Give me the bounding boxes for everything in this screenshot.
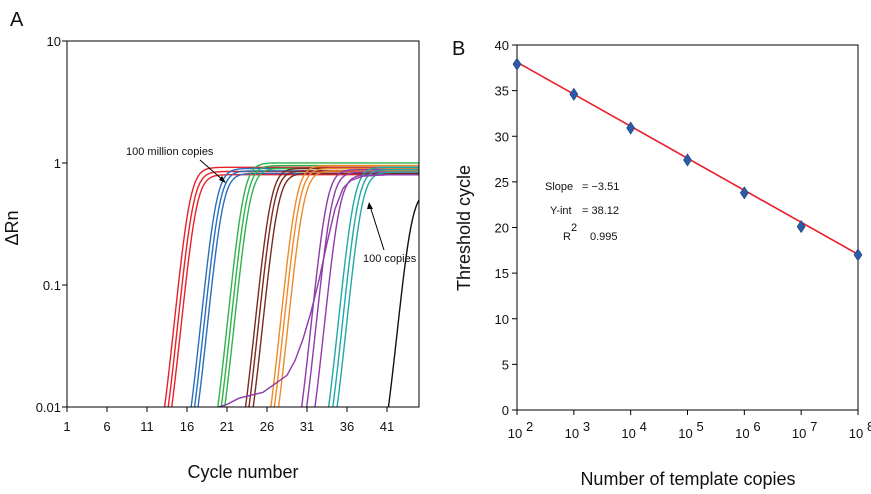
data-point <box>853 248 863 262</box>
amplification-curve <box>244 167 419 407</box>
fit-stats: Slope = −3.51 Y-int = 38.12 R 2 0.995 <box>545 181 619 243</box>
panel-a-x-tick-label: 31 <box>300 419 314 434</box>
panel-b-y-axis-title: Threshold cycle <box>454 165 474 291</box>
panel-b-x-tick-base: 10 <box>621 426 635 441</box>
panel-b: B 10 2 10 3 10 4 10 5 10 6 10 7 10 8 0 5 10 15 20 25 30 35 40… <box>452 38 871 489</box>
panel-b-x-ticks: 10 2 10 3 10 4 10 5 10 6 10 7 10 8 <box>508 410 871 441</box>
amplification-curve <box>193 170 419 407</box>
yint-label: Y-int <box>550 205 572 217</box>
panel-b-x-tick-exponent: 8 <box>867 419 871 434</box>
panel-b-x-tick-exponent: 5 <box>697 419 704 434</box>
r2-value: 0.995 <box>590 231 618 243</box>
panel-b-y-ticks: 0 5 10 15 20 25 30 35 40 <box>495 38 517 418</box>
panel-a-x-tick-label: 11 <box>140 419 154 434</box>
amplification-curve <box>163 166 419 407</box>
panel-b-x-tick-exponent: 3 <box>583 419 590 434</box>
panel-a-label: A <box>10 9 24 31</box>
panel-a-y-tick-label: 0.1 <box>43 278 61 293</box>
panel-b-x-tick-base: 10 <box>735 426 749 441</box>
r2-label: R <box>563 231 571 243</box>
panel-a-x-tick-label: 16 <box>180 419 194 434</box>
amplification-curve <box>270 164 419 407</box>
annotation-arrowhead-100-copies <box>367 202 373 209</box>
panel-a-x-tick-label: 21 <box>220 419 234 434</box>
panel-b-x-tick-exponent: 6 <box>753 419 760 434</box>
panel-b-x-tick-base: 10 <box>565 426 579 441</box>
annotation-100-million-copies: 100 million copies <box>126 146 214 158</box>
panel-b-y-tick-label: 15 <box>495 266 509 281</box>
panel-a-x-ticks: 1 6 11 16 21 26 31 36 41 <box>63 407 394 434</box>
amplification-curve <box>216 174 419 407</box>
data-point <box>626 121 636 135</box>
panel-a-plot-area <box>163 162 419 407</box>
panel-b-x-tick-exponent: 7 <box>810 419 817 434</box>
panel-b-plot-area <box>512 57 863 262</box>
panel-b-y-tick-label: 10 <box>495 312 509 327</box>
amplification-curve <box>248 170 419 407</box>
data-point <box>683 153 692 167</box>
panel-a-y-ticks: 0.01 0.1 1 10 <box>36 34 67 415</box>
panel-b-y-tick-label: 25 <box>495 175 509 190</box>
amplification-curve <box>332 168 419 407</box>
yint-value: = 38.12 <box>582 205 619 217</box>
data-point <box>739 186 749 200</box>
amplification-curve <box>217 162 419 407</box>
amplification-curve <box>327 166 419 407</box>
panel-a-y-tick-label: 1 <box>54 156 61 171</box>
amplification-curve <box>224 167 419 407</box>
amplification-curve <box>197 172 419 407</box>
panel-a-x-tick-label: 41 <box>380 419 394 434</box>
panel-b-x-tick-base: 10 <box>849 426 863 441</box>
panel-b-x-tick-exponent: 4 <box>640 419 647 434</box>
panel-b-label: B <box>452 38 465 60</box>
panel-a-x-tick-label: 6 <box>103 419 110 434</box>
amplification-curve <box>300 168 419 407</box>
panel-b-x-axis-title: Number of template copies <box>580 469 795 489</box>
amplification-curve <box>190 167 419 407</box>
panel-b-x-tick-base: 10 <box>508 426 522 441</box>
panel-b-y-tick-label: 30 <box>495 129 509 144</box>
amplification-curve <box>273 167 419 407</box>
annotation-arrow-100-million <box>199 159 225 182</box>
amplification-curve <box>167 170 419 407</box>
panel-b-x-tick-exponent: 2 <box>526 419 533 434</box>
panel-b-y-tick-label: 20 <box>495 221 509 236</box>
panel-a-y-tick-label: 0.01 <box>36 400 61 415</box>
panel-b-y-tick-label: 5 <box>502 357 509 372</box>
annotation-arrow-100-copies <box>369 205 385 251</box>
amplification-curve <box>252 172 419 407</box>
annotation-arrowhead-100-million <box>219 176 226 183</box>
panel-a-y-tick-label: 10 <box>47 34 61 49</box>
slope-value: = −3.51 <box>582 181 619 193</box>
panel-b-y-tick-label: 0 <box>502 403 509 418</box>
amplification-curve <box>220 164 419 407</box>
amplification-curve <box>336 171 419 407</box>
amplification-curve <box>314 174 419 407</box>
data-point <box>512 57 522 71</box>
data-point <box>569 87 579 101</box>
panel-b-y-tick-label: 40 <box>495 38 509 53</box>
annotation-100-copies: 100 copies <box>363 253 417 265</box>
panel-a-y-axis-title: ΔRn <box>2 210 22 245</box>
r2-exponent: 2 <box>571 222 577 234</box>
amplification-curve <box>277 170 419 407</box>
amplification-curve <box>305 171 419 407</box>
data-point <box>796 220 806 234</box>
panel-b-x-tick-base: 10 <box>678 426 692 441</box>
panel-b-y-tick-label: 35 <box>495 84 509 99</box>
panel-a-x-tick-label: 36 <box>340 419 354 434</box>
panel-a-x-tick-label: 1 <box>63 419 70 434</box>
panel-a-x-tick-label: 26 <box>260 419 274 434</box>
panel-a-frame <box>66 40 420 408</box>
amplification-curve <box>387 199 419 407</box>
panel-a-x-axis-title: Cycle number <box>187 462 298 482</box>
panel-b-x-tick-base: 10 <box>792 426 806 441</box>
slope-label: Slope <box>545 181 573 193</box>
panel-b-frame <box>516 44 859 411</box>
